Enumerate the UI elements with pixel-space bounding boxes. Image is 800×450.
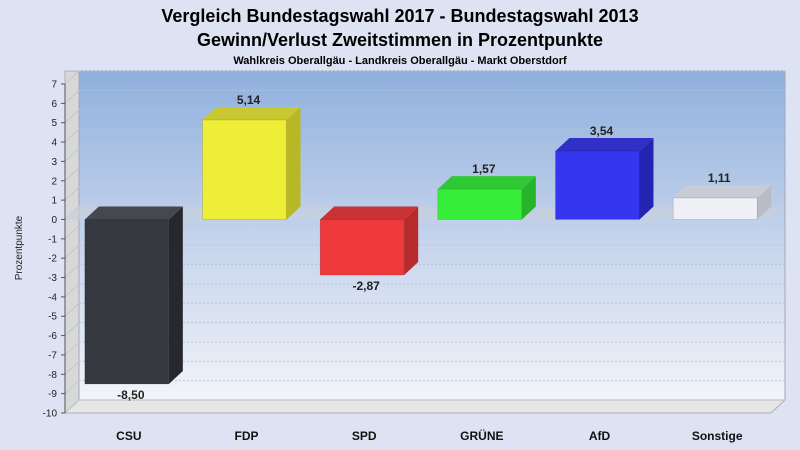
- chart-subtitle: Gewinn/Verlust Zweitstimmen in Prozentpu…: [197, 30, 603, 50]
- gridline-wall: [64, 70, 80, 85]
- bar: [437, 188, 523, 220]
- bar-side: [286, 106, 301, 220]
- y-tick-label: 6: [51, 99, 57, 110]
- bar-side: [168, 206, 183, 384]
- data-label: -2,87: [352, 279, 380, 293]
- gridline-wall: [64, 283, 80, 298]
- plot-left-wall: [64, 70, 80, 415]
- y-tick-label: -4: [48, 292, 57, 303]
- gridline-wall: [64, 244, 80, 259]
- data-label: 1,57: [472, 162, 496, 176]
- gridline-wall: [64, 148, 80, 162]
- bar-top: [320, 206, 419, 220]
- bar-side: [404, 206, 419, 276]
- y-tick-label: 2: [51, 176, 57, 187]
- category-label: AfD: [589, 429, 611, 443]
- chart-title: Vergleich Bundestagswahl 2017 - Bundesta…: [161, 6, 638, 26]
- bar-top: [555, 137, 654, 151]
- gridline-wall: [64, 380, 80, 395]
- bar: [84, 219, 170, 385]
- gridline-wall: [64, 360, 80, 375]
- category-label: GRÜNE: [460, 428, 503, 443]
- y-tick-label: -2: [48, 254, 57, 265]
- gridline-wall: [64, 167, 80, 182]
- bar: [555, 150, 640, 220]
- bar: [672, 197, 758, 220]
- data-label: 5,14: [237, 93, 261, 107]
- y-tick-label: 5: [51, 118, 57, 129]
- category-label: SPD: [352, 429, 377, 443]
- gridline-wall: [64, 264, 80, 278]
- gridline-wall: [64, 302, 80, 317]
- gridline-wall: [64, 341, 80, 356]
- bar: [319, 219, 405, 276]
- plot-background: [78, 70, 786, 401]
- y-tick-label: -1: [48, 234, 57, 245]
- category-label: Sonstige: [692, 429, 743, 443]
- bar-top: [437, 176, 536, 190]
- y-tick-label: -3: [48, 273, 57, 284]
- category-label: FDP: [235, 429, 259, 443]
- gridline-wall: [64, 322, 80, 336]
- y-tick-label: 7: [51, 80, 57, 91]
- y-tick-label: -6: [48, 331, 57, 342]
- bar-top: [84, 206, 183, 220]
- y-tick-label: 1: [51, 196, 57, 207]
- gridline-wall: [64, 89, 80, 104]
- y-tick-label: -5: [48, 312, 57, 323]
- y-tick-label: -9: [48, 389, 57, 400]
- gridline-wall: [64, 128, 80, 143]
- bar-side: [521, 176, 536, 220]
- y-tick-label: 0: [51, 215, 57, 226]
- y-tick-label: -10: [43, 409, 58, 420]
- bar: [202, 119, 287, 220]
- gridline-wall: [64, 225, 80, 240]
- chart-subsubtitle: Wahlkreis Oberallgäu - Landkreis Oberall…: [233, 55, 567, 67]
- y-tick-label: -8: [48, 370, 57, 381]
- data-label: 3,54: [590, 124, 614, 138]
- bar-top: [673, 184, 772, 198]
- bar-side: [639, 137, 654, 220]
- y-axis-label: Prozentpunkte: [14, 215, 25, 280]
- bar-side: [757, 184, 772, 220]
- data-label: -8,50: [117, 388, 145, 402]
- category-label: CSU: [116, 429, 141, 443]
- y-tick-label: 3: [51, 157, 57, 168]
- gridline-wall: [64, 186, 80, 201]
- gridline-wall: [64, 109, 80, 124]
- plot-floor: [63, 399, 787, 414]
- bar-top: [202, 106, 301, 120]
- y-tick-label: -7: [48, 350, 57, 361]
- data-label: 1,11: [708, 171, 731, 185]
- gridline-wall: [64, 399, 80, 414]
- y-tick-label: 4: [51, 138, 57, 149]
